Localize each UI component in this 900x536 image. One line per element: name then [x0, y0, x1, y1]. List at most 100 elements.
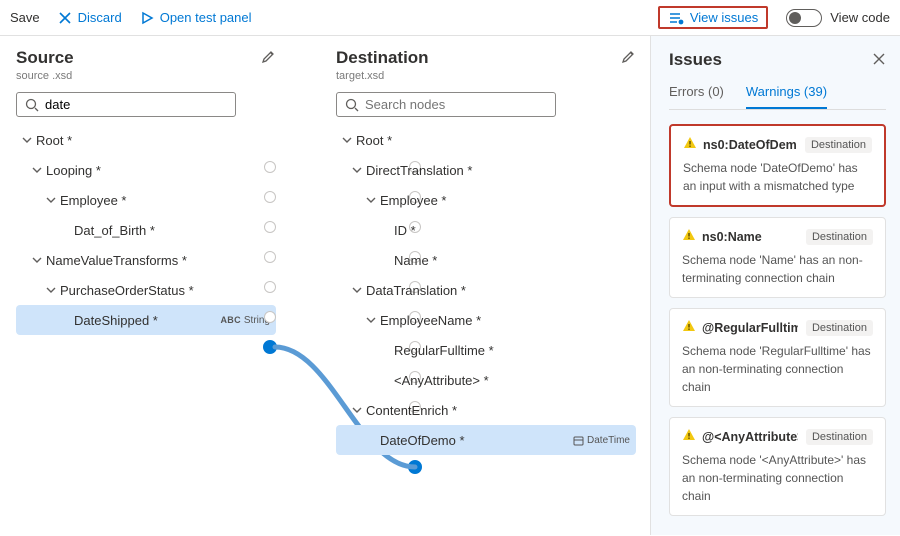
view-code-label: View code	[830, 10, 890, 25]
node-label: Root *	[356, 133, 636, 148]
tree-node[interactable]: DataTranslation *	[336, 275, 636, 305]
tree-node[interactable]: DateOfDemo * DateTime	[336, 425, 636, 455]
chevron-down-icon	[44, 285, 58, 295]
node-label: DateOfDemo *	[380, 433, 573, 448]
tree-node[interactable]: Root *	[16, 125, 276, 155]
tab-warnings[interactable]: Warnings (39)	[746, 84, 827, 109]
node-label: Root *	[36, 133, 276, 148]
issues-title: Issues	[669, 50, 722, 70]
tree-node[interactable]: ContentEnrich *	[336, 395, 636, 425]
discard-button[interactable]: Discard	[58, 10, 122, 25]
tree-node[interactable]: Root *	[336, 125, 636, 155]
port[interactable]	[264, 251, 276, 263]
open-test-label: Open test panel	[160, 10, 252, 25]
chevron-down-icon	[350, 165, 364, 175]
discard-label: Discard	[78, 10, 122, 25]
source-search[interactable]	[16, 92, 236, 117]
issues-list: ns0:DateOfDemoDestinationSchema node 'Da…	[669, 124, 886, 516]
issue-message: Schema node 'DateOfDemo' has an input wi…	[683, 159, 872, 195]
tree-node[interactable]: Looping *	[16, 155, 276, 185]
warning-icon	[682, 228, 696, 245]
edit-icon[interactable]	[621, 49, 636, 67]
destination-search[interactable]	[336, 92, 556, 117]
node-label: Dat_of_Birth *	[74, 223, 276, 238]
chevron-down-icon	[340, 135, 354, 145]
issue-badge: Destination	[806, 429, 873, 445]
close-icon	[58, 11, 72, 25]
warning-icon	[682, 319, 696, 336]
issue-card[interactable]: ns0:Name Destination Schema node 'Name' ha…	[669, 217, 886, 298]
destination-title: Destination	[336, 48, 429, 68]
issue-name: @RegularFulltime	[682, 319, 798, 336]
node-label: PurchaseOrderStatus *	[60, 283, 276, 298]
port[interactable]	[264, 191, 276, 203]
warning-icon	[682, 428, 696, 445]
source-title: Source	[16, 48, 74, 68]
toggle-icon	[786, 9, 822, 27]
view-issues-label: View issues	[690, 10, 758, 25]
node-label: NameValueTransforms *	[46, 253, 276, 268]
issue-name: ns0:Name	[682, 228, 762, 245]
open-test-panel-button[interactable]: Open test panel	[140, 10, 252, 25]
node-label: EmployeeName *	[380, 313, 636, 328]
tree-node[interactable]: <AnyAttribute> *	[336, 365, 636, 395]
tree-node[interactable]: NameValueTransforms *	[16, 245, 276, 275]
issue-badge: Destination	[806, 229, 873, 245]
view-code-toggle[interactable]: View code	[786, 9, 890, 27]
issue-card[interactable]: @<AnyAttribute> Destination Schema node '<…	[669, 417, 886, 516]
issue-badge: Destination	[806, 320, 873, 336]
tree-node[interactable]: DirectTranslation *	[336, 155, 636, 185]
node-label: Employee *	[380, 193, 636, 208]
search-icon	[345, 98, 359, 112]
tab-errors[interactable]: Errors (0)	[669, 84, 724, 109]
chevron-down-icon	[364, 315, 378, 325]
node-label: RegularFulltime *	[394, 343, 636, 358]
tree-node[interactable]: PurchaseOrderStatus *	[16, 275, 276, 305]
chevron-down-icon	[20, 135, 34, 145]
destination-panel: Destination target.xsd Root *DirectTrans…	[320, 36, 650, 535]
chevron-down-icon	[30, 255, 44, 265]
issue-name: @<AnyAttribute>	[682, 428, 798, 445]
node-label: Name *	[394, 253, 636, 268]
source-subtitle: source .xsd	[16, 70, 276, 82]
issue-message: Schema node 'Name' has an non-terminatin…	[682, 251, 873, 287]
source-panel: Source source .xsd Root * Looping * Employ…	[0, 36, 290, 535]
tree-node[interactable]: RegularFulltime *	[336, 335, 636, 365]
view-issues-button[interactable]: View issues	[658, 6, 768, 29]
port[interactable]	[264, 221, 276, 233]
port[interactable]	[264, 281, 276, 293]
tree-node[interactable]: Employee *	[16, 185, 276, 215]
port-connected[interactable]	[263, 340, 277, 354]
tree-node[interactable]: ID *	[336, 215, 636, 245]
tree-node[interactable]: DateShipped *ABC String	[16, 305, 276, 335]
source-search-input[interactable]	[45, 97, 227, 112]
tree-node[interactable]: Employee *	[336, 185, 636, 215]
issue-message: Schema node 'RegularFulltime' has an non…	[682, 342, 873, 396]
port[interactable]	[264, 161, 276, 173]
warning-icon	[683, 136, 697, 153]
search-icon	[25, 98, 39, 112]
save-button[interactable]: Save	[10, 10, 40, 25]
node-label: <AnyAttribute> *	[394, 373, 636, 388]
tree-node[interactable]: EmployeeName *	[336, 305, 636, 335]
type-chip: DateTime	[573, 435, 630, 446]
node-label: Looping *	[46, 163, 276, 178]
chevron-down-icon	[364, 195, 378, 205]
chevron-down-icon	[44, 195, 58, 205]
node-label: ID *	[394, 223, 636, 238]
tree-node[interactable]: Dat_of_Birth *	[16, 215, 276, 245]
issue-message: Schema node '<AnyAttribute>' has an non-…	[682, 451, 873, 505]
chevron-down-icon	[350, 405, 364, 415]
issue-card[interactable]: @RegularFulltime Destination Schema node '…	[669, 308, 886, 407]
close-icon[interactable]	[872, 52, 886, 69]
edit-icon[interactable]	[261, 49, 276, 67]
node-label: ContentEnrich *	[366, 403, 636, 418]
issue-card[interactable]: ns0:DateOfDemoDestinationSchema node 'Da…	[669, 124, 886, 207]
node-label: DateShipped *	[74, 313, 220, 328]
destination-search-input[interactable]	[365, 97, 547, 112]
tree-node[interactable]: Name *	[336, 245, 636, 275]
node-label: DataTranslation *	[366, 283, 636, 298]
port[interactable]	[264, 311, 276, 323]
destination-tree: Root * DirectTranslation * Employee * ID * N…	[336, 125, 636, 455]
list-icon	[668, 11, 684, 25]
